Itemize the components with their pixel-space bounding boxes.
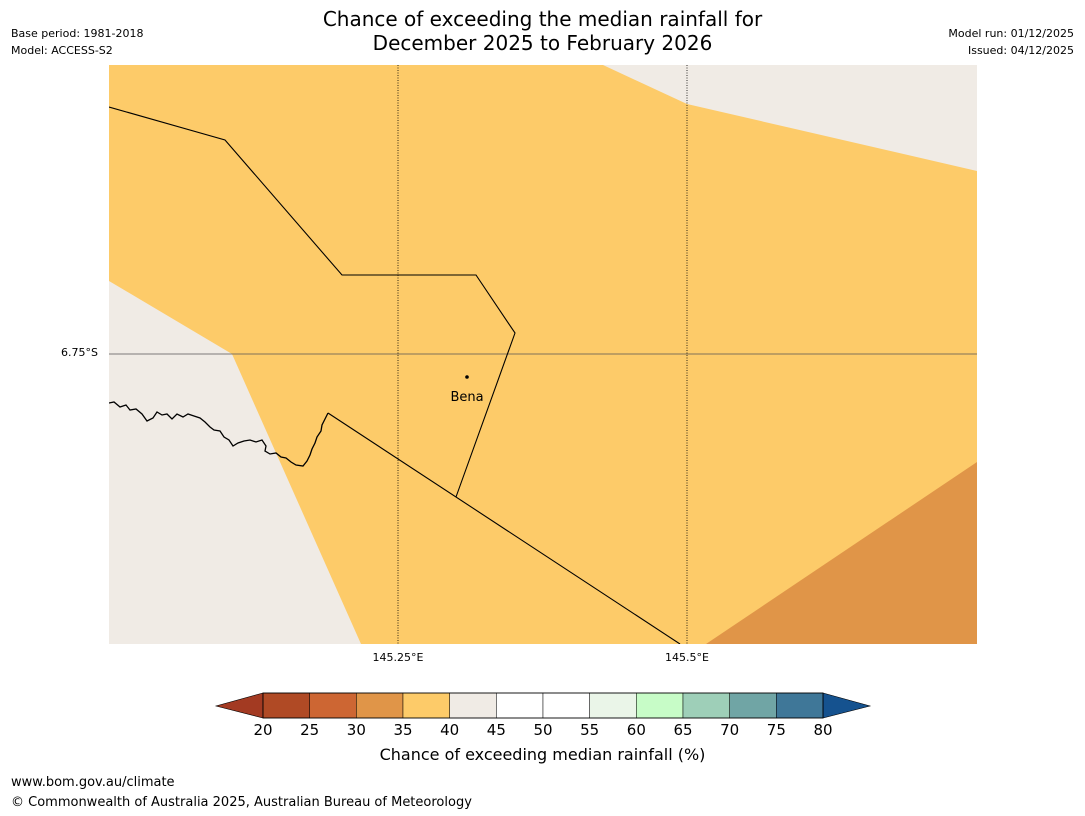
colorbar-tick-label: 70 xyxy=(720,721,739,739)
colorbar-segment xyxy=(589,692,637,719)
meta-right: Model run: 01/12/2025 Issued: 04/12/2025 xyxy=(948,25,1074,59)
probability-band-30-35 xyxy=(706,462,977,644)
probability-band-35-40 xyxy=(109,65,977,644)
footer-copyright: © Commonwealth of Australia 2025, Austra… xyxy=(11,795,472,810)
colorbar-tick-label: 65 xyxy=(673,721,692,739)
bena-label: Bena xyxy=(450,390,483,405)
longitude-label-145.5E: 145.5°E xyxy=(665,651,709,664)
colorbar-segment xyxy=(309,692,357,719)
colorbar-segment xyxy=(449,692,497,719)
colorbar-tick-label: 25 xyxy=(300,721,319,739)
colorbar-tick-label: 45 xyxy=(487,721,506,739)
colorbar-low-extend xyxy=(214,692,264,719)
river-line xyxy=(109,401,329,467)
colorbar-segment xyxy=(496,692,544,719)
meta-left: Base period: 1981-2018 Model: ACCESS-S2 xyxy=(11,25,143,59)
colorbar-segment xyxy=(542,692,590,719)
colorbar-tick-label: 60 xyxy=(627,721,646,739)
colorbar-segment xyxy=(776,692,824,719)
province-boundary-south xyxy=(327,412,681,644)
colorbar-tick-label: 75 xyxy=(767,721,786,739)
province-boundary-north xyxy=(109,106,516,498)
colorbar-segment xyxy=(729,692,777,719)
title-line-2: December 2025 to February 2026 xyxy=(372,31,713,55)
colorbar-segment xyxy=(356,692,404,719)
title-line-1: Chance of exceeding the median rainfall … xyxy=(322,7,763,31)
colorbar-tick-label: 35 xyxy=(393,721,412,739)
colorbar-segment xyxy=(636,692,684,719)
colorbar-tick-label: 55 xyxy=(580,721,599,739)
colorbar-tick-label: 40 xyxy=(440,721,459,739)
colorbar-tick-label: 30 xyxy=(347,721,366,739)
colorbar-tick-label: 80 xyxy=(813,721,832,739)
colorbar-tick-label: 50 xyxy=(533,721,552,739)
colorbar-segment xyxy=(682,692,730,719)
model-run: Model run: 01/12/2025 xyxy=(948,27,1074,40)
model-name: Model: ACCESS-S2 xyxy=(11,44,113,57)
map-title: Chance of exceeding the median rainfall … xyxy=(0,7,1085,55)
colorbar-segment xyxy=(402,692,450,719)
bena-marker xyxy=(465,375,469,379)
colorbar-title: Chance of exceeding median rainfall (%) xyxy=(379,745,706,764)
latitude-label: 6.75°S xyxy=(61,346,98,359)
footer-url[interactable]: www.bom.gov.au/climate xyxy=(11,775,175,790)
base-period: Base period: 1981-2018 xyxy=(11,27,144,40)
longitude-label-145.25E: 145.25°E xyxy=(372,651,424,664)
colorbar-segment xyxy=(262,692,310,719)
issued-date: Issued: 04/12/2025 xyxy=(967,44,1074,57)
colorbar-high-extend xyxy=(822,692,872,719)
colorbar-tick-label: 20 xyxy=(253,721,272,739)
